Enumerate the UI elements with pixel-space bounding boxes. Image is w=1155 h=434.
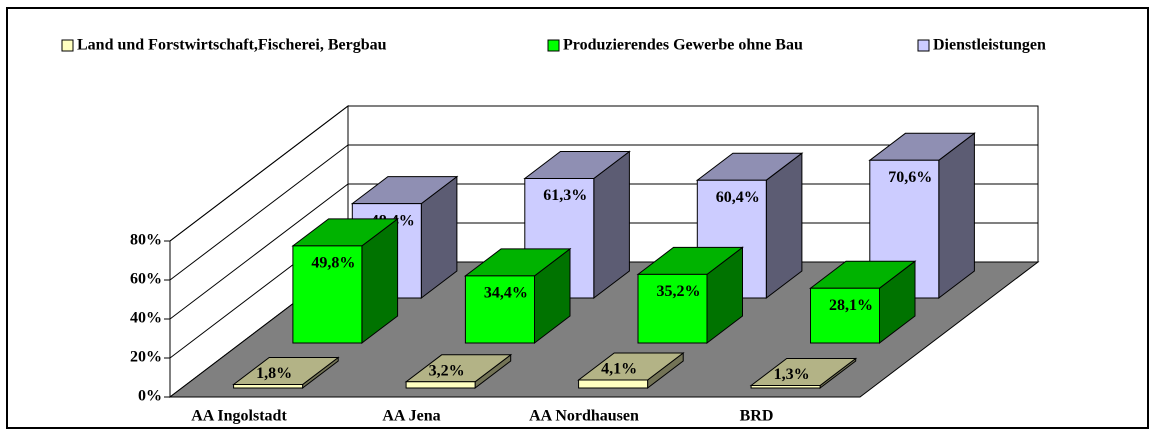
data-label: 60,4%	[716, 189, 760, 206]
data-label: 1,3%	[774, 366, 810, 383]
bar	[578, 379, 649, 389]
grid-line	[169, 105, 1038, 242]
data-label: 3,2%	[429, 362, 465, 379]
y-tick-label: 40%	[130, 310, 162, 327]
bar	[637, 273, 708, 344]
legend-swatch	[61, 39, 74, 52]
y-tick-label: 20%	[130, 349, 162, 366]
legend-label: Dienstleistungen	[933, 37, 1046, 54]
y-tick-label: 60%	[130, 271, 162, 288]
x-tick-label: AA Jena	[382, 408, 440, 425]
bar	[464, 275, 535, 344]
data-label: 70,6%	[888, 169, 932, 186]
y-tick-label: 0%	[138, 388, 162, 405]
legend-label: Produzierendes Gewerbe ohne Bau	[563, 37, 803, 54]
bar	[405, 381, 476, 389]
bar	[750, 385, 821, 389]
bar	[292, 245, 363, 344]
data-label: 4,1%	[601, 361, 637, 378]
x-tick-label: BRD	[740, 408, 774, 425]
data-label: 61,3%	[543, 187, 587, 204]
bar	[233, 384, 304, 389]
legend-label: Land und Forstwirtschaft,Fischerei, Berg…	[77, 37, 387, 54]
y-tick-label: 80%	[130, 232, 162, 249]
data-label: 1,8%	[256, 365, 292, 382]
data-label: 49,8%	[311, 255, 355, 272]
data-label: 34,4%	[484, 285, 528, 302]
grid-line	[169, 144, 1038, 281]
x-tick-label: AA Ingolstadt	[191, 408, 287, 425]
data-label: 35,2%	[657, 283, 701, 300]
data-label: 28,1%	[829, 297, 873, 314]
bar	[810, 287, 880, 344]
legend-swatch	[547, 39, 560, 52]
grid-line	[169, 183, 1038, 320]
x-tick-label: AA Nordhausen	[529, 408, 639, 425]
bar-side	[938, 132, 975, 300]
legend-swatch	[917, 39, 930, 52]
